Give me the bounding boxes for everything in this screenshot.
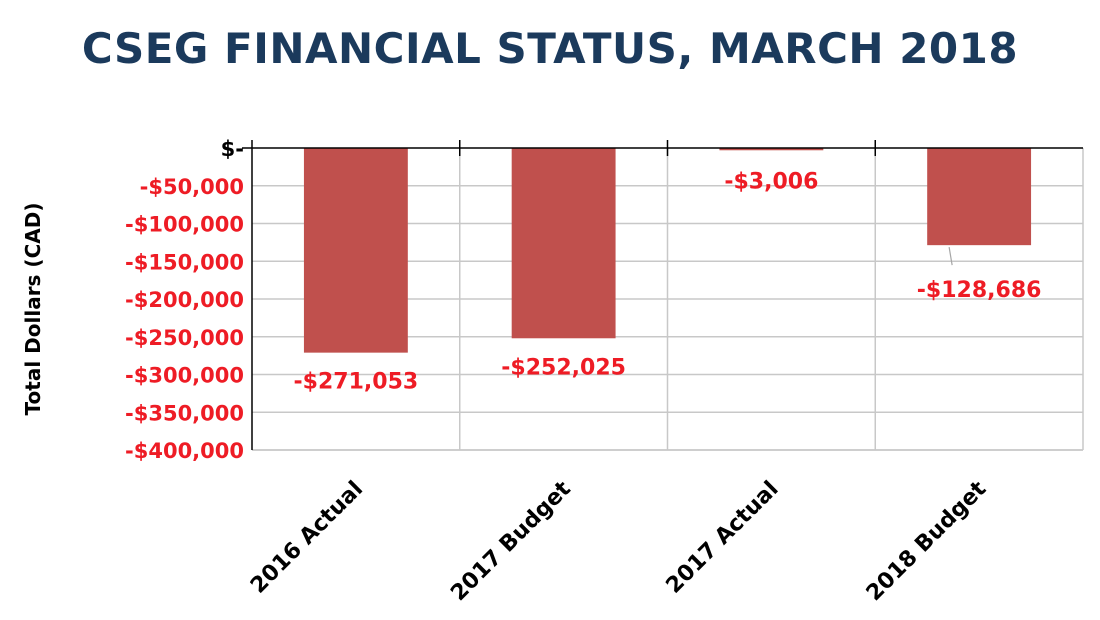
y-tick-label: $- [221,137,244,161]
chart-title: CSEG FINANCIAL STATUS, MARCH 2018 [81,24,1019,73]
axes [242,140,1083,450]
bars [303,148,1032,353]
bar [927,148,1032,246]
data-label: -$3,006 [724,169,818,194]
y-tick-label: -$300,000 [125,364,244,388]
y-tick-label: -$150,000 [125,250,244,274]
y-tick-label: -$350,000 [125,401,244,425]
y-axis-title: Total Dollars (CAD) [21,203,45,416]
bar [719,148,824,151]
y-tick-label: -$100,000 [125,213,244,237]
category-label: 2017 Actual [662,477,784,599]
y-tick-label: -$400,000 [125,439,244,463]
data-labels: -$271,053 -$252,025 -$3,006 -$128,686 [294,169,1042,394]
y-tick-label: -$250,000 [125,326,244,350]
y-tick-labels: $- -$50,000 -$100,000 -$150,000 -$200,000 -$2… [125,137,244,463]
bar [303,148,408,353]
data-label: -$271,053 [294,370,419,395]
bar [511,148,616,339]
y-tick-label: -$50,000 [140,175,244,199]
data-label: -$128,686 [917,278,1042,303]
data-label: -$252,025 [501,355,626,380]
category-label: 2016 Actual [246,477,368,599]
y-tick-label: -$200,000 [125,288,244,312]
category-labels: 2016 Actual 2017 Budget 2017 Actual 2018 Bu… [246,476,992,606]
category-label: 2018 Budget [862,476,992,606]
category-label: 2017 Budget [446,476,576,606]
leader-line [948,247,953,266]
